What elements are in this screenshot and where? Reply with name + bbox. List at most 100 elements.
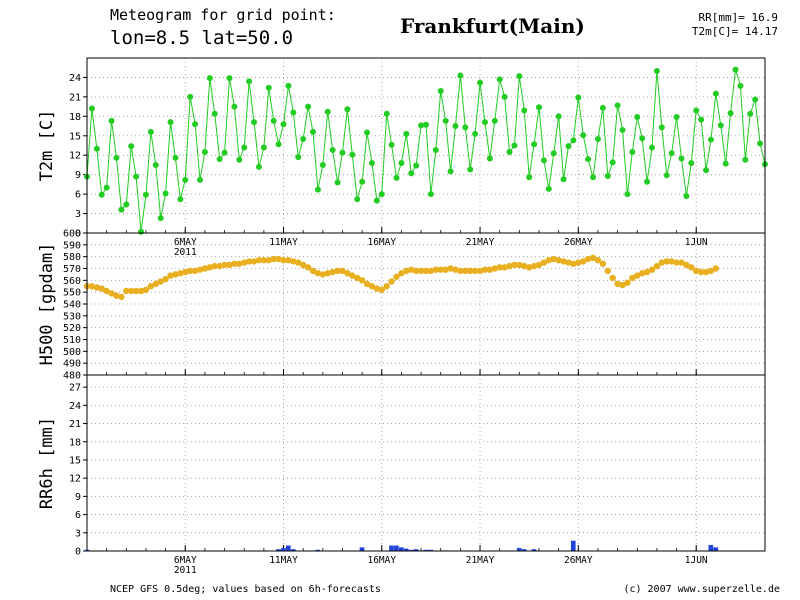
y-tick-label: 18 bbox=[69, 112, 81, 123]
t2m-point bbox=[712, 90, 719, 97]
t2m-point bbox=[516, 73, 523, 80]
h500-point bbox=[211, 262, 218, 270]
y-tick-label: 600 bbox=[63, 229, 81, 240]
y-tick-label: 9 bbox=[75, 170, 81, 181]
t2m-point bbox=[413, 162, 420, 169]
h500-point bbox=[530, 262, 538, 270]
rr6h-bar bbox=[713, 547, 719, 551]
t2m-point bbox=[437, 88, 444, 95]
h500-point bbox=[319, 271, 327, 278]
h500-point bbox=[619, 281, 626, 289]
h500-point bbox=[339, 267, 346, 275]
h500-point bbox=[245, 258, 253, 265]
h500-point bbox=[98, 285, 105, 292]
stat-t2m-mean: T2m[C]= 14.17 bbox=[691, 25, 778, 38]
t2m-point bbox=[555, 113, 562, 120]
h500-point bbox=[540, 259, 548, 266]
h500-point bbox=[678, 259, 685, 266]
h500-point bbox=[172, 271, 179, 278]
h500-point bbox=[580, 258, 587, 265]
t2m-point bbox=[383, 110, 390, 117]
header: Meteogram for grid point: lon=8.5 lat=50… bbox=[0, 0, 800, 60]
t2m-point bbox=[128, 143, 135, 150]
h500-point bbox=[447, 265, 454, 272]
h500-point bbox=[118, 293, 125, 301]
t2m-point bbox=[305, 103, 312, 110]
h500-point bbox=[128, 287, 135, 295]
y-tick-label: 24 bbox=[69, 401, 81, 412]
t2m-point bbox=[408, 170, 415, 177]
t2m-point bbox=[501, 93, 508, 100]
t2m-point bbox=[398, 160, 405, 166]
h500-point bbox=[206, 264, 214, 271]
t2m-point bbox=[133, 173, 140, 180]
t2m-point bbox=[634, 113, 641, 120]
h500-point bbox=[216, 262, 223, 270]
h500-point bbox=[653, 262, 661, 270]
h500-point bbox=[103, 287, 110, 295]
t2m-point bbox=[614, 102, 621, 109]
rr6h-bar bbox=[281, 547, 286, 551]
h500-point bbox=[506, 262, 513, 270]
h500-point bbox=[191, 267, 199, 275]
h500-point bbox=[388, 278, 395, 285]
t2m-point bbox=[727, 110, 734, 117]
h500-point bbox=[368, 283, 376, 290]
h500-point bbox=[162, 275, 169, 283]
t2m-point bbox=[472, 130, 479, 137]
h500-point bbox=[398, 270, 405, 277]
h500-point bbox=[260, 257, 268, 264]
t2m-point bbox=[314, 186, 321, 193]
h500-point bbox=[329, 268, 336, 276]
h500-point bbox=[93, 284, 101, 291]
h500-point bbox=[629, 274, 636, 282]
h500-point bbox=[132, 287, 140, 295]
x-tick-year: 2011 bbox=[174, 247, 197, 258]
t2m-point bbox=[688, 160, 695, 166]
x-tick-year: 2011 bbox=[174, 565, 197, 576]
h500-point bbox=[157, 278, 164, 285]
t2m-line bbox=[86, 69, 766, 232]
t2m-point bbox=[649, 144, 655, 151]
t2m-point bbox=[658, 124, 665, 131]
t2m-point bbox=[310, 128, 316, 135]
h500-point bbox=[697, 268, 705, 276]
h500-point bbox=[241, 259, 248, 266]
h500-point bbox=[324, 270, 331, 277]
h500-point bbox=[167, 272, 174, 279]
h500-point bbox=[663, 258, 670, 265]
t2m-point bbox=[594, 136, 601, 143]
h500-point bbox=[344, 270, 351, 277]
t2m-point bbox=[703, 167, 710, 174]
h500-point bbox=[476, 267, 484, 275]
y-tick-label: 550 bbox=[63, 288, 81, 299]
t2m-point bbox=[265, 84, 272, 91]
h500-point bbox=[137, 287, 145, 295]
t2m-point bbox=[629, 148, 636, 155]
h500-point bbox=[707, 267, 715, 275]
t2m-point bbox=[364, 129, 371, 136]
t2m-point bbox=[108, 117, 115, 124]
t2m-point bbox=[707, 136, 714, 143]
t2m-point bbox=[585, 156, 592, 163]
h500-point bbox=[378, 286, 385, 293]
t2m-point bbox=[609, 159, 616, 166]
t2m-point bbox=[349, 151, 356, 158]
h500-point bbox=[575, 259, 582, 266]
location-title: Frankfurt(Main) bbox=[400, 14, 585, 38]
y-tick-label: 12 bbox=[69, 151, 81, 162]
h500-point bbox=[304, 264, 312, 271]
t2m-point bbox=[236, 156, 243, 163]
t2m-point bbox=[457, 72, 464, 79]
panel-frame bbox=[86, 374, 766, 552]
y-tick-label: 580 bbox=[63, 252, 81, 263]
t2m-point bbox=[747, 110, 754, 117]
t2m-point bbox=[599, 104, 606, 111]
stat-rr-total: RR[mm]= 16.9 bbox=[698, 11, 778, 24]
y-tick-label: 21 bbox=[69, 92, 81, 103]
h500-point bbox=[688, 264, 695, 271]
t2m-point bbox=[142, 191, 149, 198]
rr6h-bar bbox=[276, 549, 281, 551]
t2m-point bbox=[280, 121, 287, 128]
